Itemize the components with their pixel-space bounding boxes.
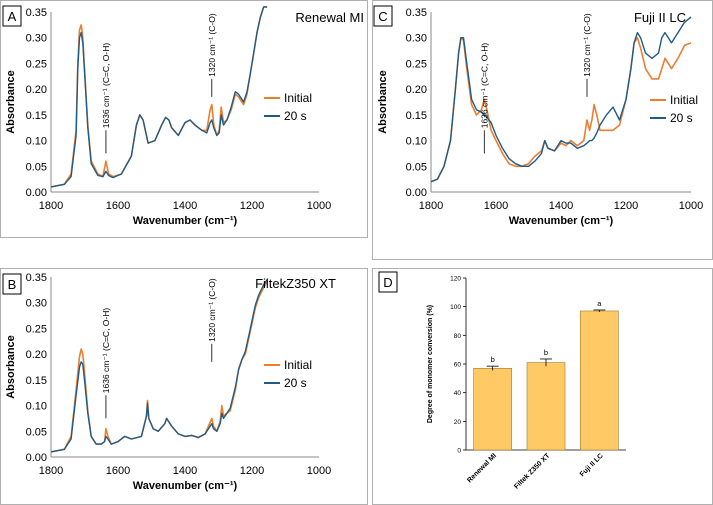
x-tick-label: 1800 [419, 200, 443, 212]
x-tick-label: 1200 [614, 200, 638, 212]
bar [473, 367, 512, 451]
y-tick-label: 0.05 [26, 426, 47, 438]
y-tick-label: 20 [454, 419, 462, 426]
peak-annotation: 1636 cm⁻¹ (C=C, O-H) [101, 43, 111, 129]
panel-c: 0.00 0.05 0.10 0.15 0.20 0.25 0.30 0.35 1800 1600… [372, 0, 713, 260]
y-tick-label: 120 [450, 276, 461, 283]
panel-title: FiltekZ350 XT [255, 276, 336, 291]
y-tick-label: 0.05 [406, 161, 427, 173]
significance-letter: b [491, 355, 495, 364]
bar [526, 362, 566, 451]
y-tick-label: 0.10 [26, 136, 47, 148]
panel-letter: D [383, 275, 392, 290]
y-tick-label: 0.25 [26, 323, 47, 335]
y-tick-label: 0.20 [26, 84, 47, 96]
y-tick-label: 0.00 [406, 187, 427, 199]
y-tick-label: 0.35 [26, 7, 47, 19]
legend-label: Initial [284, 358, 312, 372]
y-axis-title: Absorbance [377, 70, 389, 134]
y-axis-title: Degree of monomer conversion (%) [427, 305, 434, 423]
significance-letter: a [597, 299, 602, 308]
peak-annotation: 1320 cm⁻¹ (C-O) [207, 278, 217, 342]
peak-annotation: 1636 cm⁻¹ (C=C, O-H) [479, 43, 489, 129]
y-tick-label: 0.15 [26, 110, 47, 122]
panel-title: Fuji II LC [634, 10, 686, 25]
x-axis-title: Wavenumber (cm⁻¹) [133, 480, 238, 492]
x-axis-title: Wavenumber (cm⁻¹) [509, 215, 614, 227]
panel-letter-box [378, 271, 398, 293]
panel-frame [372, 0, 713, 260]
y-tick-label: 0 [457, 448, 461, 455]
y-tick-label: 0.20 [406, 84, 427, 96]
legend-label: 20 s [284, 376, 307, 390]
significance-letter: b [544, 348, 548, 357]
x-tick-label: 1200 [240, 465, 264, 477]
panel-letter-box [2, 273, 22, 295]
panel-letter-box [2, 5, 22, 27]
panel-a: 0.00 0.05 0.10 0.15 0.20 0.25 0.30 0.35 1800 1600… [0, 0, 368, 238]
y-tick-label: 0.30 [406, 33, 427, 45]
x-tick-label: 1200 [240, 200, 264, 212]
panel-letter: A [8, 9, 17, 24]
y-tick-label: 100 [450, 304, 461, 311]
y-axis-title: Absorbance [5, 335, 17, 399]
panel-frame [0, 0, 368, 238]
x-tick-label: 1400 [173, 465, 197, 477]
y-tick-label: 0.35 [406, 7, 427, 19]
y-tick-label: 0.15 [406, 110, 427, 122]
panel-d: D 0 20 40 60 80 100 120 Degree of monomer conver… [372, 268, 713, 505]
x-tick-label: 1000 [307, 465, 331, 477]
legend-label: 20 s [670, 111, 693, 125]
y-tick-label: 0.00 [26, 187, 47, 199]
y-tick-label: 0.20 [26, 349, 47, 361]
x-tick-label: 1800 [39, 200, 63, 212]
y-tick-label: 40 [454, 390, 462, 397]
y-tick-label: 0.10 [26, 401, 47, 413]
panel-letter-box [373, 5, 393, 27]
peak-annotation: 1636 cm⁻¹ (C=C, O-H) [101, 308, 111, 394]
panel-title: Renewal MI [295, 10, 364, 25]
panel-letter: B [8, 277, 17, 292]
y-tick-label: 0.35 [26, 272, 47, 284]
panel-b: 0.00 0.05 0.10 0.15 0.20 0.25 0.30 0.35 1800 1600… [0, 268, 368, 505]
y-tick-label: 80 [454, 333, 462, 340]
y-axis-title: Absorbance [5, 70, 17, 134]
y-tick-label: 0.15 [26, 375, 47, 387]
x-tick-label: 1400 [549, 200, 573, 212]
y-tick-label: 0.25 [26, 58, 47, 70]
bar [580, 310, 619, 451]
x-tick-label: 1800 [39, 465, 63, 477]
legend-label: Initial [284, 91, 312, 105]
x-tick-label: 1600 [106, 200, 130, 212]
y-tick-label: 0.30 [26, 298, 47, 310]
peak-annotation: 1320 cm⁻¹ (C-O) [207, 13, 217, 77]
peak-annotation: 1320 cm⁻¹ (C-O) [582, 13, 592, 77]
y-tick-label: 0.30 [26, 33, 47, 45]
series-line-20s [50, 279, 268, 453]
series-line-20s [430, 16, 692, 183]
x-tick-label: 1600 [106, 465, 130, 477]
legend-label: 20 s [284, 109, 307, 123]
legend-label: Initial [670, 93, 698, 107]
x-tick-label: 1000 [307, 200, 331, 212]
y-tick-label: 0.10 [406, 136, 427, 148]
x-axis-title: Wavenumber (cm⁻¹) [133, 215, 238, 227]
x-tick-label: 1600 [484, 200, 508, 212]
x-tick-label: 1000 [679, 200, 703, 212]
series-line-initial [430, 36, 692, 183]
y-tick-label: 0.05 [26, 161, 47, 173]
y-tick-label: 60 [454, 362, 462, 369]
panel-frame [0, 268, 368, 505]
panel-letter: C [378, 9, 387, 24]
y-tick-label: 0.25 [406, 58, 427, 70]
series-line-20s [50, 6, 268, 188]
y-tick-label: 0.00 [26, 452, 47, 464]
x-tick-label: 1400 [173, 200, 197, 212]
